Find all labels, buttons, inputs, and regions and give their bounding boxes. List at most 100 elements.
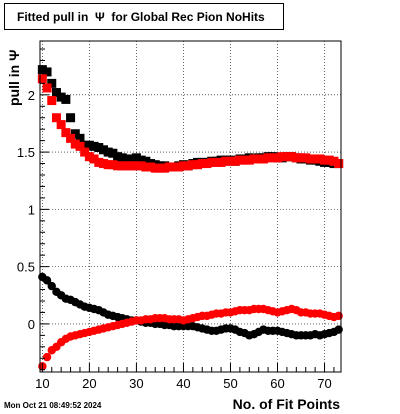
data-point — [56, 120, 66, 130]
x-tick-label: 50 — [223, 376, 237, 391]
data-point — [146, 162, 156, 172]
x-tick-label: 30 — [129, 376, 143, 391]
plot-frame — [39, 40, 342, 373]
data-point — [75, 141, 85, 151]
data-point — [51, 88, 61, 98]
data-point — [122, 161, 132, 171]
data-point — [122, 154, 132, 164]
data-point — [305, 154, 315, 164]
data-point — [94, 143, 104, 153]
data-point — [84, 152, 94, 162]
data-point — [113, 152, 123, 162]
data-point — [287, 152, 297, 162]
data-point — [334, 159, 344, 169]
series-3 — [38, 304, 343, 371]
data-point — [225, 156, 235, 166]
data-point — [127, 161, 137, 171]
data-point — [183, 161, 193, 171]
x-tick-label: 20 — [82, 376, 96, 391]
x-tick-label: 40 — [176, 376, 190, 391]
data-point — [235, 155, 245, 165]
data-point — [80, 147, 90, 157]
data-point — [37, 74, 47, 84]
data-point — [334, 311, 343, 321]
data-point — [141, 156, 151, 166]
data-point — [197, 159, 207, 169]
data-point — [273, 153, 283, 163]
data-point — [221, 156, 231, 166]
data-point — [117, 161, 127, 171]
timestamp: Mon Oct 21 08:49:52 2024 — [4, 401, 102, 410]
data-point — [296, 153, 306, 163]
data-point — [136, 155, 146, 165]
data-point — [301, 153, 311, 163]
data-point — [70, 139, 80, 149]
data-point — [56, 92, 66, 102]
data-point — [42, 67, 52, 77]
data-point — [188, 160, 198, 170]
data-point — [291, 153, 301, 163]
y-tick-label: 1 — [28, 202, 35, 217]
data-point — [47, 96, 57, 106]
data-point — [178, 161, 188, 171]
y-tick-label: 0 — [28, 317, 35, 332]
data-point — [202, 159, 212, 169]
data-point — [108, 160, 118, 170]
data-point — [108, 148, 118, 158]
axis-ticks: 10 20 30 40 50 60 70 0 0.5 1 1.5 2 — [17, 48, 335, 391]
data-point — [207, 157, 217, 167]
data-point — [70, 129, 80, 139]
data-point — [89, 154, 99, 164]
data-point — [320, 155, 330, 165]
data-point — [98, 159, 108, 169]
data-point — [150, 163, 160, 173]
data-point — [47, 78, 57, 88]
data-point — [263, 153, 273, 163]
data-point — [310, 154, 320, 164]
chart-title: Fitted pull in Ψ for Global Rec Pion NoH… — [4, 3, 284, 30]
data-point — [127, 154, 137, 164]
data-point — [244, 155, 254, 165]
data-point — [169, 162, 179, 172]
y-axis-label: pull in Ψ — [6, 49, 22, 106]
data-point — [75, 133, 85, 143]
x-tick-label: 70 — [317, 376, 331, 391]
data-point — [174, 162, 184, 172]
data-point — [47, 281, 56, 291]
data-point — [103, 147, 113, 157]
series-1 — [37, 74, 344, 173]
data-point — [211, 157, 221, 167]
data-point — [131, 161, 141, 171]
data-point — [277, 152, 287, 162]
data-point — [329, 156, 339, 166]
data-point — [84, 140, 94, 150]
data-point — [230, 156, 240, 166]
data-point — [315, 154, 325, 164]
data-point — [282, 152, 292, 162]
data-point — [141, 162, 151, 172]
data-point — [216, 157, 226, 167]
data-point — [61, 128, 71, 138]
y-tick-label: 1.5 — [17, 145, 35, 160]
y-tick-label: 0.5 — [17, 260, 35, 275]
data-point — [249, 154, 259, 164]
data-point — [61, 94, 71, 104]
data-point — [268, 153, 278, 163]
y-tick-label: 2 — [28, 88, 35, 103]
data-point — [258, 154, 268, 164]
x-axis-label: No. of Fit Points — [232, 396, 340, 412]
data-point — [42, 352, 52, 362]
data-point — [37, 65, 47, 75]
data-point — [103, 160, 113, 170]
data-point — [113, 161, 123, 171]
data-point — [98, 145, 108, 155]
data-markers — [37, 65, 344, 371]
data-point — [94, 157, 104, 167]
data-point — [80, 140, 90, 150]
x-tick-label: 10 — [35, 376, 49, 391]
data-point — [117, 153, 127, 163]
data-point — [51, 113, 61, 123]
data-point — [89, 141, 99, 151]
data-point — [193, 160, 203, 170]
